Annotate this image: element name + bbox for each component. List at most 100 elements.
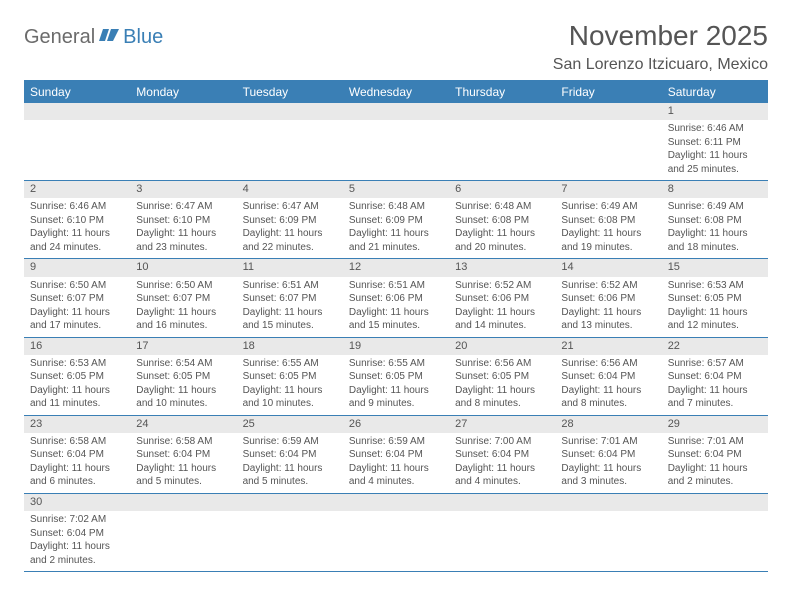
daylight-text: Daylight: 11 hours and 4 minutes. — [455, 462, 549, 489]
day-number — [343, 494, 449, 511]
day-number: 13 — [449, 259, 555, 276]
day-number — [130, 494, 236, 511]
sunrise-text: Sunrise: 6:50 AM — [136, 279, 230, 293]
day-number: 12 — [343, 259, 449, 276]
sunrise-text: Sunrise: 6:47 AM — [243, 200, 337, 214]
weekday-thursday: Thursday — [449, 81, 555, 103]
week-row: 1Sunrise: 6:46 AMSunset: 6:11 PMDaylight… — [24, 103, 768, 181]
day-details: Sunrise: 6:51 AMSunset: 6:06 PMDaylight:… — [343, 277, 449, 337]
sunset-text: Sunset: 6:04 PM — [561, 448, 655, 462]
day-cell: 18Sunrise: 6:55 AMSunset: 6:05 PMDayligh… — [237, 338, 343, 415]
daylight-text: Daylight: 11 hours and 2 minutes. — [30, 540, 124, 567]
week-row: 30Sunrise: 7:02 AMSunset: 6:04 PMDayligh… — [24, 494, 768, 572]
day-cell: 2Sunrise: 6:46 AMSunset: 6:10 PMDaylight… — [24, 181, 130, 258]
sunset-text: Sunset: 6:07 PM — [243, 292, 337, 306]
title-block: November 2025 San Lorenzo Itzicuaro, Mex… — [553, 20, 768, 74]
weeks-container: 1Sunrise: 6:46 AMSunset: 6:11 PMDaylight… — [24, 103, 768, 572]
day-cell — [24, 103, 130, 180]
day-details: Sunrise: 6:51 AMSunset: 6:07 PMDaylight:… — [237, 277, 343, 337]
day-details: Sunrise: 6:50 AMSunset: 6:07 PMDaylight:… — [130, 277, 236, 337]
sunset-text: Sunset: 6:05 PM — [30, 370, 124, 384]
daylight-text: Daylight: 11 hours and 5 minutes. — [136, 462, 230, 489]
day-cell: 25Sunrise: 6:59 AMSunset: 6:04 PMDayligh… — [237, 416, 343, 493]
day-details: Sunrise: 6:52 AMSunset: 6:06 PMDaylight:… — [449, 277, 555, 337]
week-row: 16Sunrise: 6:53 AMSunset: 6:05 PMDayligh… — [24, 338, 768, 416]
day-cell: 30Sunrise: 7:02 AMSunset: 6:04 PMDayligh… — [24, 494, 130, 571]
day-cell: 17Sunrise: 6:54 AMSunset: 6:05 PMDayligh… — [130, 338, 236, 415]
day-number — [237, 494, 343, 511]
sunrise-text: Sunrise: 6:48 AM — [349, 200, 443, 214]
day-details: Sunrise: 6:55 AMSunset: 6:05 PMDaylight:… — [343, 355, 449, 415]
sunset-text: Sunset: 6:04 PM — [668, 370, 762, 384]
day-details: Sunrise: 6:59 AMSunset: 6:04 PMDaylight:… — [343, 433, 449, 493]
sunrise-text: Sunrise: 6:54 AM — [136, 357, 230, 371]
sunset-text: Sunset: 6:07 PM — [136, 292, 230, 306]
day-number: 9 — [24, 259, 130, 276]
daylight-text: Daylight: 11 hours and 18 minutes. — [668, 227, 762, 254]
day-cell — [130, 103, 236, 180]
day-cell — [555, 494, 661, 571]
day-number: 20 — [449, 338, 555, 355]
week-row: 9Sunrise: 6:50 AMSunset: 6:07 PMDaylight… — [24, 259, 768, 337]
calendar: SundayMondayTuesdayWednesdayThursdayFrid… — [24, 80, 768, 572]
day-cell: 5Sunrise: 6:48 AMSunset: 6:09 PMDaylight… — [343, 181, 449, 258]
daylight-text: Daylight: 11 hours and 5 minutes. — [243, 462, 337, 489]
sunset-text: Sunset: 6:06 PM — [349, 292, 443, 306]
day-details: Sunrise: 7:01 AMSunset: 6:04 PMDaylight:… — [662, 433, 768, 493]
sunrise-text: Sunrise: 6:51 AM — [243, 279, 337, 293]
weekday-wednesday: Wednesday — [343, 81, 449, 103]
sunrise-text: Sunrise: 7:01 AM — [668, 435, 762, 449]
day-cell: 15Sunrise: 6:53 AMSunset: 6:05 PMDayligh… — [662, 259, 768, 336]
sunrise-text: Sunrise: 6:55 AM — [243, 357, 337, 371]
day-number: 30 — [24, 494, 130, 511]
day-details: Sunrise: 6:53 AMSunset: 6:05 PMDaylight:… — [662, 277, 768, 337]
day-number: 19 — [343, 338, 449, 355]
day-details: Sunrise: 6:54 AMSunset: 6:05 PMDaylight:… — [130, 355, 236, 415]
sunset-text: Sunset: 6:05 PM — [349, 370, 443, 384]
day-number: 15 — [662, 259, 768, 276]
day-number: 4 — [237, 181, 343, 198]
daylight-text: Daylight: 11 hours and 24 minutes. — [30, 227, 124, 254]
day-cell: 8Sunrise: 6:49 AMSunset: 6:08 PMDaylight… — [662, 181, 768, 258]
sunset-text: Sunset: 6:10 PM — [30, 214, 124, 228]
sunset-text: Sunset: 6:04 PM — [243, 448, 337, 462]
day-details: Sunrise: 7:02 AMSunset: 6:04 PMDaylight:… — [24, 511, 130, 571]
sunrise-text: Sunrise: 6:46 AM — [668, 122, 762, 136]
day-cell: 22Sunrise: 6:57 AMSunset: 6:04 PMDayligh… — [662, 338, 768, 415]
day-number: 21 — [555, 338, 661, 355]
week-row: 23Sunrise: 6:58 AMSunset: 6:04 PMDayligh… — [24, 416, 768, 494]
day-details: Sunrise: 6:58 AMSunset: 6:04 PMDaylight:… — [24, 433, 130, 493]
day-number: 10 — [130, 259, 236, 276]
daylight-text: Daylight: 11 hours and 12 minutes. — [668, 306, 762, 333]
daylight-text: Daylight: 11 hours and 25 minutes. — [668, 149, 762, 176]
sunrise-text: Sunrise: 6:46 AM — [30, 200, 124, 214]
day-details: Sunrise: 6:53 AMSunset: 6:05 PMDaylight:… — [24, 355, 130, 415]
daylight-text: Daylight: 11 hours and 9 minutes. — [349, 384, 443, 411]
flag-icon — [99, 27, 121, 48]
sunset-text: Sunset: 6:05 PM — [136, 370, 230, 384]
sunrise-text: Sunrise: 6:49 AM — [561, 200, 655, 214]
day-cell: 23Sunrise: 6:58 AMSunset: 6:04 PMDayligh… — [24, 416, 130, 493]
weekday-tuesday: Tuesday — [237, 81, 343, 103]
sunset-text: Sunset: 6:05 PM — [668, 292, 762, 306]
day-number: 24 — [130, 416, 236, 433]
day-number: 3 — [130, 181, 236, 198]
day-details: Sunrise: 6:47 AMSunset: 6:09 PMDaylight:… — [237, 198, 343, 258]
sunrise-text: Sunrise: 7:01 AM — [561, 435, 655, 449]
sunrise-text: Sunrise: 6:50 AM — [30, 279, 124, 293]
sunrise-text: Sunrise: 6:56 AM — [455, 357, 549, 371]
sunset-text: Sunset: 6:09 PM — [349, 214, 443, 228]
day-cell: 28Sunrise: 7:01 AMSunset: 6:04 PMDayligh… — [555, 416, 661, 493]
sunset-text: Sunset: 6:04 PM — [30, 448, 124, 462]
daylight-text: Daylight: 11 hours and 10 minutes. — [136, 384, 230, 411]
day-cell: 19Sunrise: 6:55 AMSunset: 6:05 PMDayligh… — [343, 338, 449, 415]
daylight-text: Daylight: 11 hours and 16 minutes. — [136, 306, 230, 333]
day-details: Sunrise: 7:00 AMSunset: 6:04 PMDaylight:… — [449, 433, 555, 493]
weekday-header-row: SundayMondayTuesdayWednesdayThursdayFrid… — [24, 81, 768, 103]
day-cell — [555, 103, 661, 180]
sunset-text: Sunset: 6:08 PM — [561, 214, 655, 228]
day-number: 18 — [237, 338, 343, 355]
day-cell: 3Sunrise: 6:47 AMSunset: 6:10 PMDaylight… — [130, 181, 236, 258]
location-label: San Lorenzo Itzicuaro, Mexico — [553, 56, 768, 74]
sunset-text: Sunset: 6:06 PM — [455, 292, 549, 306]
